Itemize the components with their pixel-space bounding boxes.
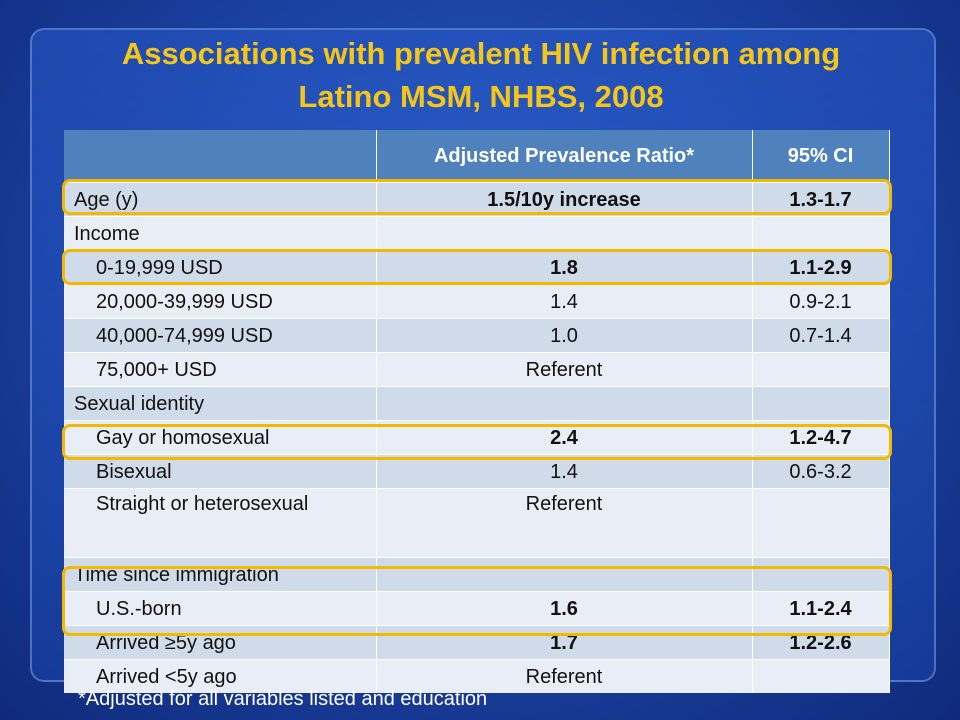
row-apr: 1.5/10y increase xyxy=(376,182,753,217)
row-ci: 0.6-3.2 xyxy=(752,454,890,489)
row-label: Sexual identity xyxy=(64,386,377,421)
table-row: Age (y) 1.5/10y increase 1.3-1.7 xyxy=(64,182,890,217)
row-apr xyxy=(376,386,753,421)
table-row: Bisexual 1.4 0.6-3.2 xyxy=(64,454,890,489)
row-apr xyxy=(376,557,753,592)
row-apr: 1.6 xyxy=(376,591,753,626)
row-label: Arrived ≥5y ago xyxy=(64,625,377,660)
table-row: Income xyxy=(64,216,890,251)
table-row: Sexual identity xyxy=(64,386,890,421)
table-row: Gay or homosexual 2.4 1.2-4.7 xyxy=(64,420,890,455)
table-row: Time since immigration xyxy=(64,557,890,592)
footnote: *Adjusted for all variables listed and e… xyxy=(78,688,488,710)
header-ci: 95% CI xyxy=(752,130,890,183)
results-table: Adjusted Prevalence Ratio* 95% CI Age (y… xyxy=(64,130,890,693)
row-label: Time since immigration xyxy=(64,557,377,592)
header-variable xyxy=(64,130,377,183)
row-apr xyxy=(376,216,753,251)
table-row: 0-19,999 USD 1.8 1.1-2.9 xyxy=(64,250,890,285)
row-apr: 2.4 xyxy=(376,420,753,455)
row-ci xyxy=(752,216,890,251)
row-ci: 0.9-2.1 xyxy=(752,284,890,319)
table-row: 75,000+ USD Referent xyxy=(64,352,890,387)
row-apr: Referent xyxy=(376,488,753,558)
table-row: U.S.-born 1.6 1.1-2.4 xyxy=(64,591,890,626)
row-label: 40,000-74,999 USD xyxy=(64,318,377,353)
row-ci: 1.3-1.7 xyxy=(752,182,890,217)
row-apr: 1.8 xyxy=(376,250,753,285)
row-label: 75,000+ USD xyxy=(64,352,377,387)
row-ci xyxy=(752,386,890,421)
slide-title: Associations with prevalent HIV infectio… xyxy=(30,32,932,118)
row-ci: 1.2-4.7 xyxy=(752,420,890,455)
row-apr: 1.0 xyxy=(376,318,753,353)
row-label: 0-19,999 USD xyxy=(64,250,377,285)
row-ci: 0.7-1.4 xyxy=(752,318,890,353)
row-label: 20,000-39,999 USD xyxy=(64,284,377,319)
row-apr: 1.4 xyxy=(376,454,753,489)
table-row: 20,000-39,999 USD 1.4 0.9-2.1 xyxy=(64,284,890,319)
row-label: Arrived <5y ago xyxy=(64,659,377,693)
row-apr: 1.4 xyxy=(376,284,753,319)
row-label: Income xyxy=(64,216,377,251)
row-ci xyxy=(752,488,890,558)
table-row: Arrived ≥5y ago 1.7 1.2-2.6 xyxy=(64,625,890,660)
table-header-row: Adjusted Prevalence Ratio* 95% CI xyxy=(64,130,890,183)
row-ci xyxy=(752,659,890,693)
row-ci: 1.1-2.9 xyxy=(752,250,890,285)
row-apr: Referent xyxy=(376,352,753,387)
row-ci xyxy=(752,352,890,387)
row-ci xyxy=(752,557,890,592)
header-apr: Adjusted Prevalence Ratio* xyxy=(376,130,753,183)
row-apr: 1.7 xyxy=(376,625,753,660)
row-ci: 1.2-2.6 xyxy=(752,625,890,660)
row-ci: 1.1-2.4 xyxy=(752,591,890,626)
title-line-2: Latino MSM, NHBS, 2008 xyxy=(298,79,664,114)
row-label: U.S.-born xyxy=(64,591,377,626)
row-label: Bisexual xyxy=(64,454,377,489)
row-label: Straight or heterosexual xyxy=(64,488,377,558)
table-row: 40,000-74,999 USD 1.0 0.7-1.4 xyxy=(64,318,890,353)
row-label: Gay or homosexual xyxy=(64,420,377,455)
row-apr: Referent xyxy=(376,659,753,693)
table-row: Arrived <5y ago Referent xyxy=(64,659,890,693)
table-row: Straight or heterosexual Referent xyxy=(64,488,890,558)
row-label: Age (y) xyxy=(64,182,377,217)
title-line-1: Associations with prevalent HIV infectio… xyxy=(121,36,841,71)
